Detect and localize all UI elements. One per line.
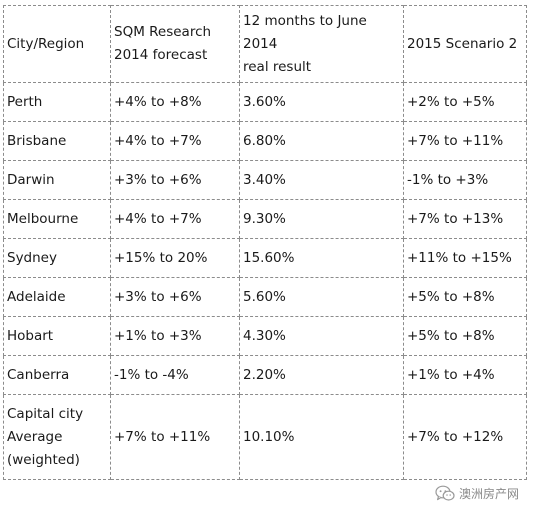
cell-scenario: +7% to +13% [403,199,527,239]
cell-city: Hobart [3,316,111,356]
cell-result: 6.80% [239,121,404,161]
cell-city: Sydney [3,238,111,278]
cell-forecast: +3% to +6% [110,277,240,317]
cell-result: 4.30% [239,316,404,356]
cell-city-line3: (weighted) [7,451,80,468]
cell-result: 3.40% [239,160,404,200]
cell-city-line1: Capital city [7,405,84,422]
watermark: 澳洲房产网 [435,485,519,502]
cell-scenario: +7% to +12% [403,394,527,480]
cell-forecast: +4% to +8% [110,82,240,122]
cell-result: 3.60% [239,82,404,122]
header-sqm-forecast-line1: SQM Research [114,24,212,40]
cell-result: 5.60% [239,277,404,317]
cell-result: 2.20% [239,355,404,395]
table-row: Hobart +1% to +3% 4.30% +5% to +8% [3,316,527,356]
table-row: Adelaide +3% to +6% 5.60% +5% to +8% [3,277,527,317]
table-row: Melbourne +4% to +7% 9.30% +7% to +13% [3,199,527,239]
table-row: Canberra -1% to -4% 2.20% +1% to +4% [3,355,527,395]
cell-result: 9.30% [239,199,404,239]
wechat-icon [435,485,455,502]
header-real-result-line2: real result [243,58,312,75]
cell-city: Melbourne [3,199,111,239]
cell-scenario: +1% to +4% [403,355,527,395]
forecast-table: City/Region SQM Research 2014 forecast 1… [3,5,527,480]
cell-city: Perth [3,82,111,122]
cell-city: Adelaide [3,277,111,317]
cell-forecast: +7% to +11% [110,394,240,480]
header-sqm-forecast: SQM Research 2014 forecast [110,5,240,83]
header-real-result: 12 months to June 2014 real result [239,5,404,83]
table-row: Darwin +3% to +6% 3.40% -1% to +3% [3,160,527,200]
cell-scenario: +2% to +5% [403,82,527,122]
cell-forecast: -1% to -4% [110,355,240,395]
cell-forecast: +3% to +6% [110,160,240,200]
forecast-table-container: City/Region SQM Research 2014 forecast 1… [3,5,527,480]
table-row: Brisbane +4% to +7% 6.80% +7% to +11% [3,121,527,161]
cell-city: Brisbane [3,121,111,161]
cell-city-line2: Average [7,428,63,445]
cell-scenario: +11% to +15% [403,238,527,278]
table-header-row: City/Region SQM Research 2014 forecast 1… [3,5,527,83]
header-real-result-line1: 12 months to June 2014 [243,12,367,52]
cell-result: 15.60% [239,238,404,278]
table-row: Perth +4% to +8% 3.60% +2% to +5% [3,82,527,122]
cell-forecast: +1% to +3% [110,316,240,356]
cell-city: Canberra [3,355,111,395]
cell-city: Capital city Average (weighted) [3,394,111,480]
watermark-text: 澳洲房产网 [458,487,519,501]
cell-scenario: +5% to +8% [403,316,527,356]
cell-scenario: +7% to +11% [403,121,527,161]
cell-forecast: +4% to +7% [110,199,240,239]
cell-city: Darwin [3,160,111,200]
cell-forecast: +4% to +7% [110,121,240,161]
cell-result: 10.10% [239,394,404,480]
table-row-capital-average: Capital city Average (weighted) +7% to +… [3,394,527,480]
cell-scenario: -1% to +3% [403,160,527,200]
header-city-region: City/Region [3,5,111,83]
cell-forecast: +15% to 20% [110,238,240,278]
table-row: Sydney +15% to 20% 15.60% +11% to +15% [3,238,527,278]
header-2015-scenario: 2015 Scenario 2 [403,5,527,83]
header-sqm-forecast-line2: 2014 forecast [114,47,208,63]
cell-scenario: +5% to +8% [403,277,527,317]
